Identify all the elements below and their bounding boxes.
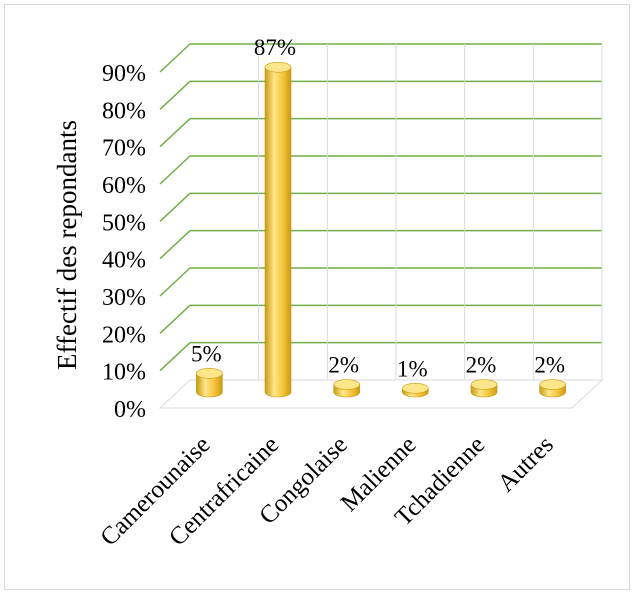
gridline-side xyxy=(159,267,191,297)
y-tick-label: 30% xyxy=(102,285,146,311)
bars xyxy=(196,61,566,398)
data-label: 2% xyxy=(534,353,565,378)
y-tick-label: 80% xyxy=(102,98,146,124)
y-tick-label: 0% xyxy=(114,397,146,423)
bar-top xyxy=(333,379,360,390)
gridline-side xyxy=(159,118,191,148)
y-tick-label: 50% xyxy=(102,210,146,236)
data-labels: 5% 87% 2% 1% 2% 2% xyxy=(191,35,565,381)
gridline-side xyxy=(159,80,191,110)
y-tick-label: 60% xyxy=(102,173,146,199)
bar-camerounaise xyxy=(196,373,223,398)
y-tick-label: 40% xyxy=(102,248,146,274)
data-label: 2% xyxy=(328,353,359,378)
bar-top xyxy=(196,368,223,379)
y-tick-label: 90% xyxy=(102,61,146,87)
chart-walls xyxy=(158,43,604,409)
gridline-side xyxy=(159,192,191,222)
x-axis: CamerounaiseCentrafricaineCongolaiseMali… xyxy=(95,431,559,551)
bar-centrafricaine xyxy=(264,66,292,398)
gridline-side xyxy=(159,230,191,260)
data-label: 1% xyxy=(397,356,428,381)
bar-top xyxy=(470,379,498,390)
gridline-side xyxy=(159,155,191,185)
gridline-side xyxy=(159,304,191,334)
bar-top xyxy=(402,382,429,394)
y-tick-label: 10% xyxy=(102,360,146,386)
bar-top xyxy=(539,379,566,390)
y-axis: 0% 10% 20% 30% 40% 50% 60% 70% 80% 90% xyxy=(102,61,146,423)
y-tick-label: 70% xyxy=(102,136,146,162)
y-tick-label: 20% xyxy=(102,322,146,348)
data-label: 87% xyxy=(254,35,296,60)
gridline-side xyxy=(159,43,191,73)
x-tick-label: Autres xyxy=(493,431,559,497)
bar-top xyxy=(264,61,292,73)
data-label: 5% xyxy=(191,341,222,366)
data-label: 2% xyxy=(466,353,497,378)
y-axis-label: Effectif des repondants xyxy=(52,120,82,370)
chart-frame xyxy=(4,4,630,590)
chart-floor xyxy=(158,379,604,409)
gridline-side xyxy=(159,342,191,372)
